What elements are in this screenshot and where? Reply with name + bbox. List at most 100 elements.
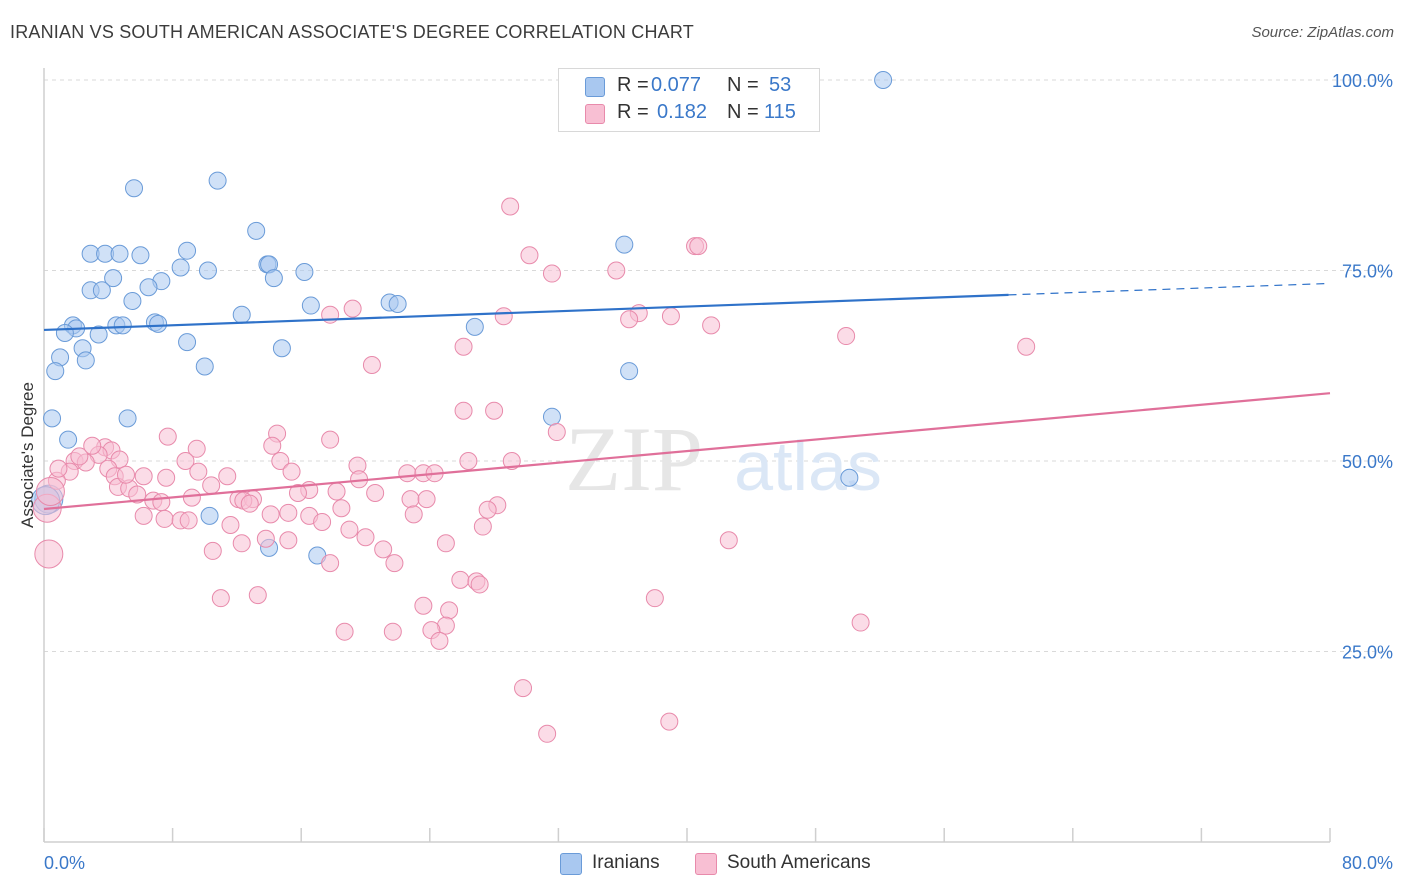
iranian-point: [149, 314, 168, 333]
iranian-point: [43, 409, 62, 428]
south-american-point: [383, 622, 402, 641]
south-american-point: [398, 464, 417, 483]
south-american-point: [248, 586, 267, 605]
watermark-atlas: atlas: [734, 427, 882, 505]
trend-lines: [43, 282, 1331, 511]
south-american-point: [547, 423, 566, 442]
iranian-point: [247, 221, 266, 240]
south-american-point: [335, 622, 354, 641]
r-label: R =: [617, 101, 649, 123]
tick-labels: 25.0% 50.0% 75.0% 100.0% 0.0% 80.0%: [44, 71, 1393, 873]
iranians-trend-line: [43, 293, 1009, 332]
iranian-point: [840, 468, 859, 487]
iranian-point: [615, 235, 634, 254]
south-american-point: [83, 436, 102, 455]
data-points: [31, 71, 1036, 743]
south-american-point: [514, 679, 533, 698]
n-value: 115: [764, 101, 796, 123]
south-american-point: [116, 465, 135, 484]
x-tick-label: 80.0%: [1342, 853, 1393, 873]
south-american-point: [218, 467, 237, 486]
watermark-zip: ZIP: [565, 408, 703, 510]
gridlines: [44, 79, 1392, 652]
south-americans-swatch: [585, 104, 605, 124]
iranian-point: [388, 295, 407, 314]
south-american-point: [689, 237, 708, 256]
south-american-point: [645, 589, 664, 608]
south-american-point: [538, 724, 557, 743]
iranian-point: [272, 339, 291, 358]
iranian-point: [620, 362, 639, 381]
south-american-point: [702, 316, 721, 335]
iranian-point: [301, 296, 320, 315]
south-american-point: [263, 436, 282, 455]
south-american-point: [176, 452, 195, 470]
south-american-point: [660, 712, 679, 731]
watermark: ZIP atlas: [565, 408, 882, 510]
iranians-swatch: [585, 77, 605, 97]
n-label: N =: [727, 74, 759, 96]
iranians-trend-extension: [1008, 282, 1331, 296]
south-american-point: [203, 541, 222, 560]
south-american-point: [271, 452, 290, 470]
south-american-point: [158, 427, 177, 446]
y-tick-label: 50.0%: [1342, 452, 1393, 472]
iranian-point: [208, 171, 227, 190]
south-american-point: [49, 459, 68, 478]
iranian-point: [104, 269, 123, 288]
south-american-point: [134, 467, 153, 486]
iranian-point: [92, 281, 111, 300]
y-tick-label: 75.0%: [1342, 262, 1393, 282]
south-american-point: [478, 500, 497, 519]
south-american-point: [313, 512, 332, 531]
iranian-point: [200, 506, 219, 525]
iranians-legend-label: Iranians: [592, 852, 660, 873]
south-americans-trend-line: [43, 392, 1331, 511]
legend-row-south-americans: R = 0.182 N = 115: [559, 101, 819, 127]
south-american-point: [837, 327, 856, 346]
south-american-point: [473, 517, 492, 536]
n-label: N =: [727, 101, 759, 123]
south-american-point: [157, 468, 176, 487]
iranian-point: [264, 269, 283, 288]
south-american-point: [70, 447, 89, 466]
south-american-point: [520, 246, 539, 265]
iranian-point: [171, 258, 190, 277]
south-american-point: [417, 490, 436, 509]
iranian-point: [195, 357, 214, 376]
south-american-point: [620, 310, 639, 329]
iranian-point: [113, 316, 132, 335]
stats-legend: R = 0.077 N = 53 R = 0.182 N = 115: [558, 68, 820, 132]
south-american-point: [240, 494, 259, 513]
r-value: 0.077: [651, 74, 702, 96]
south-american-point: [128, 485, 147, 504]
south-american-point: [542, 264, 561, 283]
iranian-point: [178, 241, 197, 260]
axes: [43, 68, 1331, 843]
south-americans-legend-swatch: [695, 853, 717, 875]
south-american-point: [182, 488, 201, 507]
iranian-point: [46, 362, 65, 381]
x-tick-label: 0.0%: [44, 853, 85, 873]
south-american-point: [1017, 337, 1036, 356]
south-american-point: [155, 509, 174, 528]
south-american-point: [661, 307, 680, 326]
south-american-point: [279, 503, 298, 522]
south-american-point: [343, 299, 362, 318]
south-american-point: [385, 554, 404, 573]
south-american-point: [152, 493, 171, 512]
south-american-point: [494, 307, 513, 326]
south-american-point: [436, 534, 455, 553]
iranian-point: [465, 317, 484, 336]
south-american-point: [288, 484, 307, 503]
south-american-point: [202, 476, 221, 495]
south-american-point: [327, 482, 346, 501]
south-americans-legend-label: South Americans: [727, 852, 871, 873]
south-american-point: [232, 534, 251, 553]
legend-row-iranians: R = 0.077 N = 53: [559, 74, 819, 100]
south-american-point: [134, 506, 153, 525]
south-american-point: [851, 613, 870, 632]
south-american-point: [501, 197, 520, 216]
south-american-point: [279, 531, 298, 550]
